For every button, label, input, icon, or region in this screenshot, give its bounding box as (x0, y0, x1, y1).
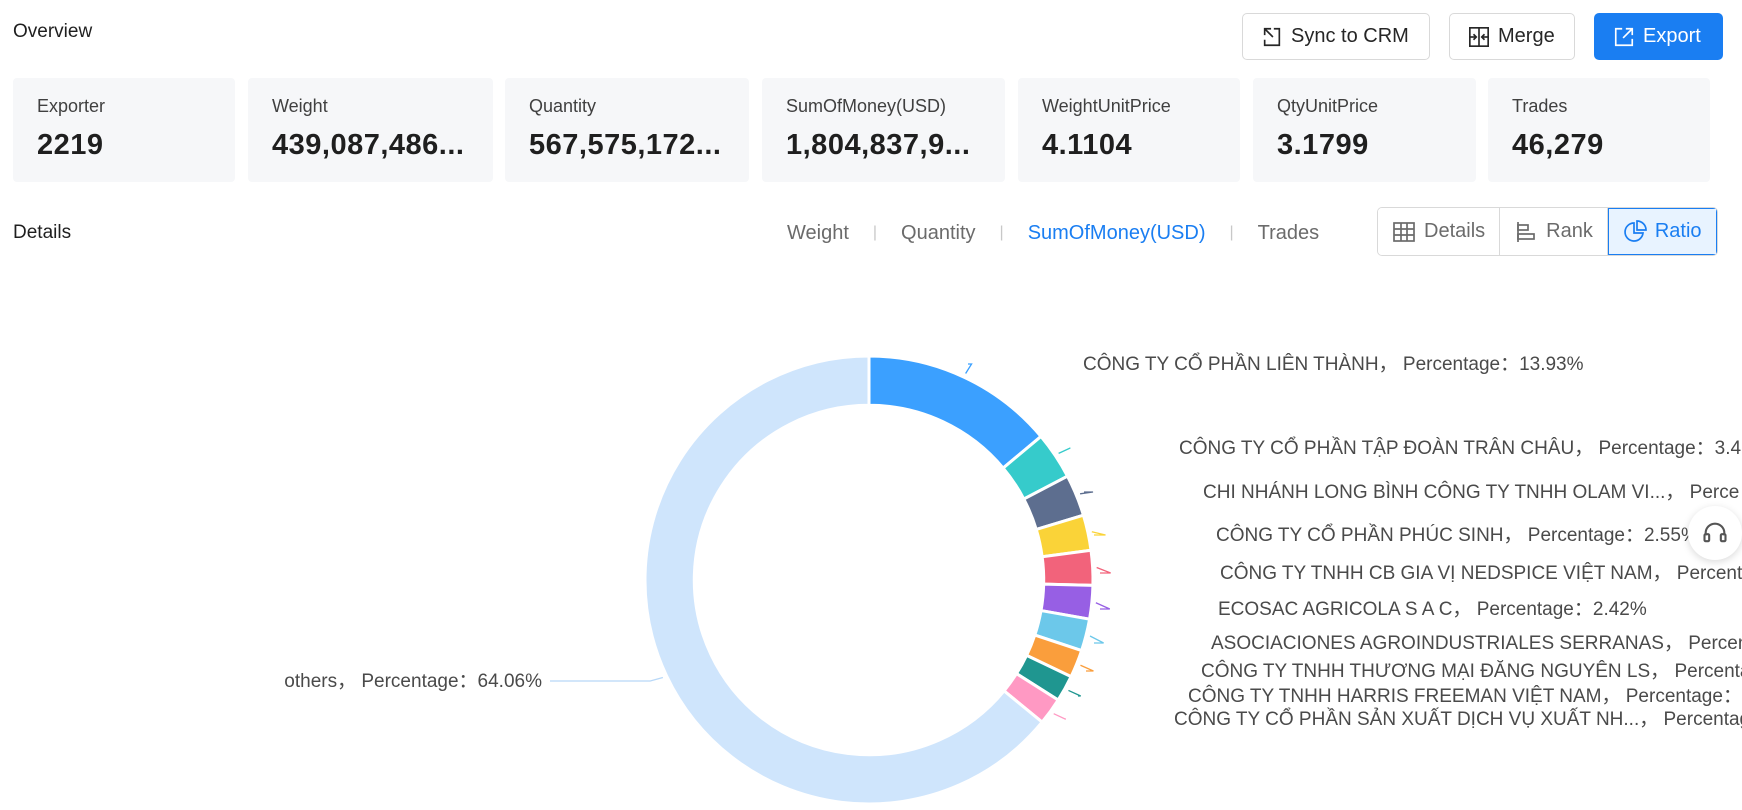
pie-leader-line (1091, 531, 1106, 536)
ratio-view-label: Ratio (1654, 220, 1702, 242)
stat-card-trades: Trades 46,279 (1488, 78, 1710, 182)
tab-quantity[interactable]: Quantity (901, 221, 976, 244)
tab-sum-of-money[interactable]: SumOfMoney(USD) (1027, 221, 1206, 244)
ratio-view-button[interactable]: Ratio (1607, 208, 1717, 255)
details-view-label: Details (1424, 220, 1486, 242)
rank-view-button[interactable]: Rank (1500, 208, 1608, 255)
tab-weight[interactable]: Weight (787, 221, 849, 244)
stat-label: Trades (1512, 96, 1568, 116)
ratio-donut-chart: CÔNG TY CỔ PHẦN LIÊN THÀNH， Percentage：1… (284, 353, 1742, 806)
stat-card-quantity: Quantity 567,575,172... (505, 78, 749, 182)
sync-to-crm-button[interactable]: Sync to CRM (1242, 13, 1430, 60)
stat-value: 439,087,486... (272, 129, 465, 161)
tab-divider: | (872, 224, 878, 241)
customer-support-button[interactable] (1688, 506, 1742, 560)
pie-slice[interactable] (643, 354, 1045, 806)
export-button[interactable]: Export (1594, 13, 1723, 60)
stat-value: 3.1799 (1277, 129, 1369, 161)
stat-label: SumOfMoney(USD) (786, 96, 947, 116)
stat-label: Exporter (37, 96, 106, 116)
rank-view-label: Rank (1546, 220, 1593, 242)
pie-slice-label: CÔNG TY CỔ PHẦN PHÚC SINH， Percentage：2.… (1216, 524, 1698, 546)
stat-value: 567,575,172... (529, 129, 722, 161)
stat-card-weight: Weight 439,087,486... (248, 78, 493, 182)
export-icon (1614, 27, 1634, 46)
stat-label: QtyUnitPrice (1277, 96, 1379, 116)
stat-card-sum-of-money: SumOfMoney(USD) 1,804,837,9... (762, 78, 1005, 182)
pie-leader-line (1096, 566, 1111, 574)
stat-card-weight-unit-price: WeightUnitPrice 4.1104 (1018, 78, 1240, 182)
pie-slice-label: CÔNG TY TNHH CB GIA VỊ NEDSPICE VIỆT NAM… (1220, 562, 1742, 584)
pie-slice-label: CÔNG TY TNHH THƯƠNG MẠI ĐĂNG NGUYÊN LS， … (1201, 660, 1742, 682)
stat-card-exporter: Exporter 2219 (13, 78, 235, 182)
pie-slice-label: CÔNG TY CỔ PHẦN SẢN XUẤT DỊCH VỤ XUẤT NH… (1174, 708, 1742, 730)
pie-leader-line (965, 363, 973, 374)
merge-icon (1469, 26, 1489, 47)
pie-slice-label: CÔNG TY CỔ PHẦN TẬP ĐOÀN TRÂN CHÂU， Perc… (1179, 437, 1742, 459)
view-toggle: Details Rank Ratio (1377, 207, 1718, 256)
pie-leader-line (1095, 602, 1111, 610)
stat-value: 4.1104 (1042, 129, 1133, 161)
stat-value: 1,804,837,9... (786, 129, 971, 161)
tab-divider: | (1229, 224, 1234, 241)
stat-label: Quantity (529, 96, 597, 116)
tab-divider: | (999, 224, 1004, 241)
pie-leader-line (1068, 689, 1081, 697)
table-icon (1393, 221, 1415, 242)
pie-slice-label: CHI NHÁNH LONG BÌNH CÔNG TY TNHH OLAM VI… (1203, 481, 1739, 503)
pie-leader-line (1080, 664, 1094, 672)
pie-slice-label: CÔNG TY TNHH HARRIS FREEMAN VIỆT NAM， Pe… (1188, 685, 1742, 707)
pie-leader-line (1053, 713, 1066, 720)
sync-icon (1263, 27, 1281, 46)
pie-slice-label: ASOCIACIONES AGROINDUSTRIALES SERRANAS， … (1211, 633, 1742, 654)
stat-value: 46,279 (1512, 129, 1604, 161)
stat-value: 2219 (37, 129, 104, 161)
pie-leader-line (1058, 447, 1071, 454)
details-title: Details (13, 222, 72, 243)
export-label: Export (1643, 25, 1701, 47)
merge-button[interactable]: Merge (1449, 13, 1575, 60)
tab-trades[interactable]: Trades (1257, 221, 1320, 244)
pie-slice-label: others， Percentage：64.06% (284, 671, 542, 692)
pie-slice-label: ECOSAC AGRICOLA S A C， Percentage：2.42% (1218, 599, 1647, 620)
pie-slice[interactable] (1040, 548, 1095, 587)
headset-icon (1703, 522, 1727, 543)
pie-leader-line (1079, 491, 1094, 495)
pie-slice[interactable] (867, 354, 1044, 471)
pie-chart-icon (1624, 219, 1647, 242)
pie-leader-line (1089, 635, 1104, 644)
pie-slice-label: CÔNG TY CỔ PHẦN LIÊN THÀNH， Percentage：1… (1083, 353, 1584, 375)
sync-to-crm-label: Sync to CRM (1291, 25, 1409, 47)
pie-leader-line (550, 676, 664, 682)
overview-header: Overview Sync to CRM Merge Export (0, 0, 1742, 62)
metric-tabs: Weight | Quantity | SumOfMoney(USD) | Tr… (787, 219, 1319, 247)
details-view-button[interactable]: Details (1378, 208, 1501, 255)
merge-label: Merge (1498, 25, 1555, 47)
stat-label: WeightUnitPrice (1042, 96, 1171, 116)
bar-rank-icon (1517, 221, 1535, 242)
overview-title: Overview (13, 21, 93, 42)
stat-card-qty-unit-price: QtyUnitPrice 3.1799 (1253, 78, 1476, 182)
stat-label: Weight (272, 96, 328, 116)
